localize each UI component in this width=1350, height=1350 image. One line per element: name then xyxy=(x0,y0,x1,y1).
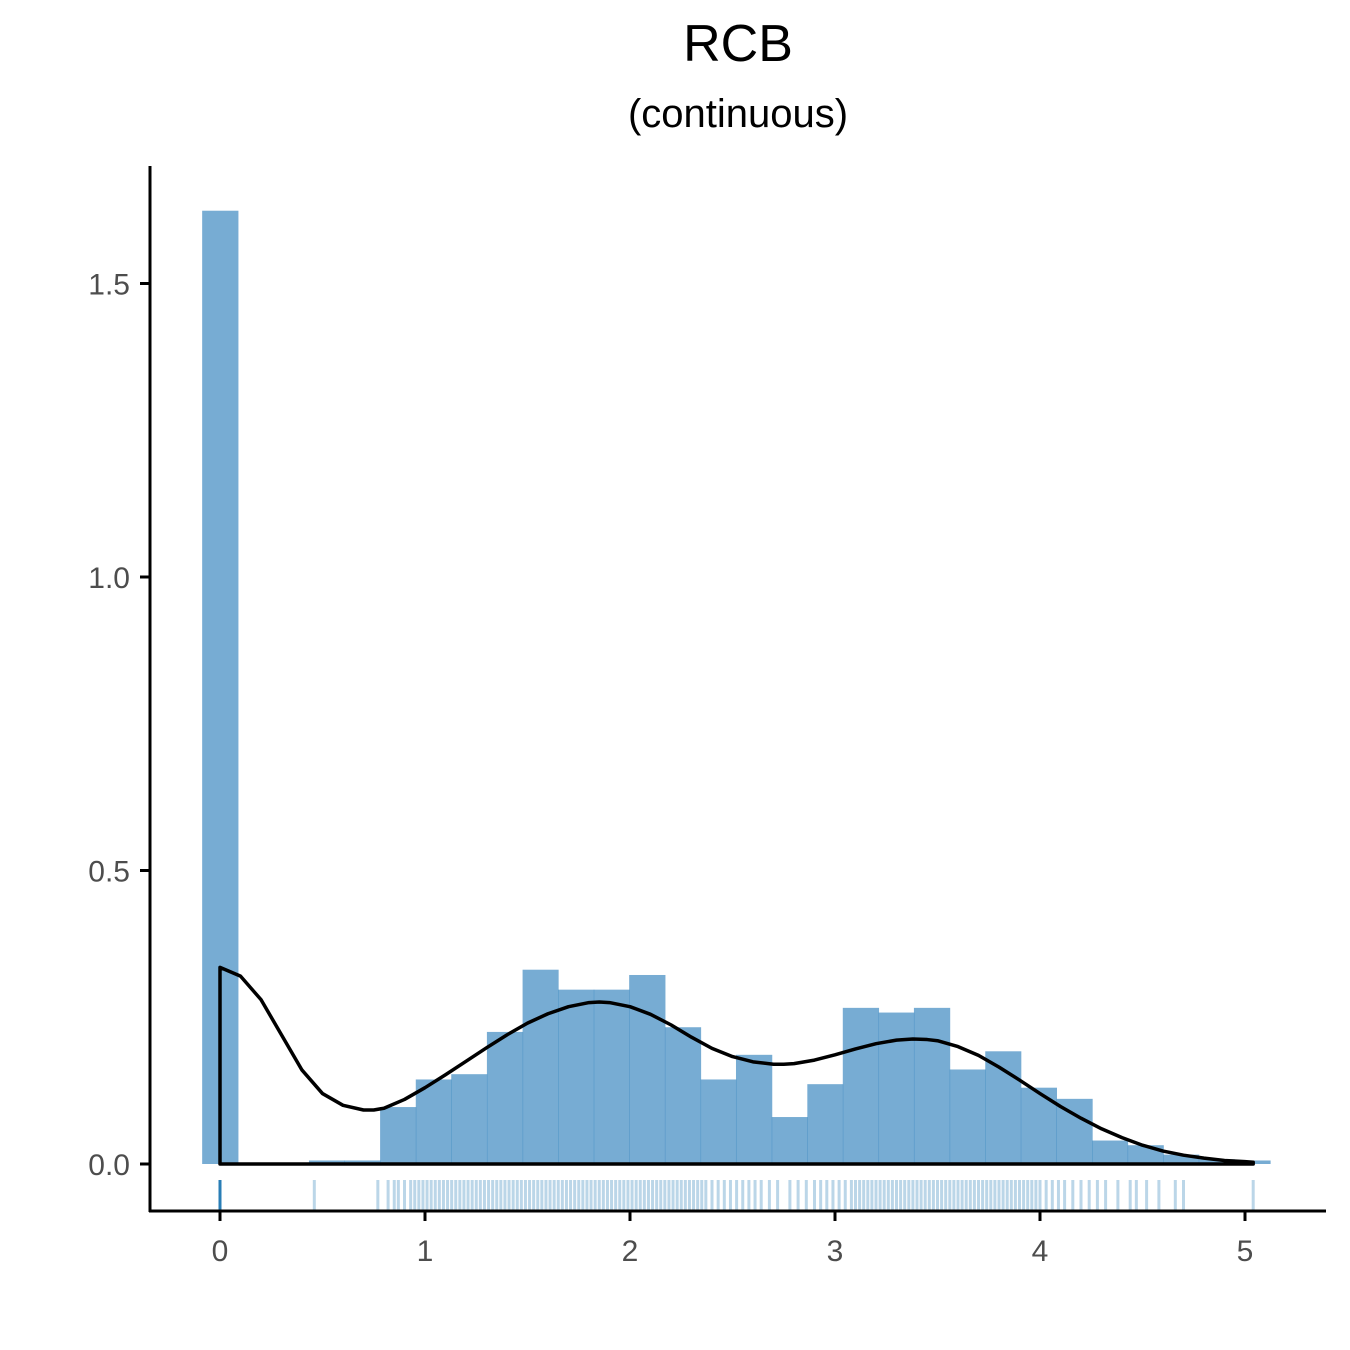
x-tick-label: 2 xyxy=(622,1235,639,1268)
chart-title: RCB xyxy=(683,15,793,73)
histogram-bar xyxy=(344,1160,381,1164)
histogram-bar xyxy=(735,1054,773,1164)
histogram-bar xyxy=(949,1069,986,1164)
histogram-bar xyxy=(415,1079,452,1164)
y-tick-label: 1.0 xyxy=(88,562,130,595)
x-tick-label: 0 xyxy=(212,1235,229,1268)
histogram-bar xyxy=(593,989,630,1164)
y-tick-label: 1.5 xyxy=(88,269,130,302)
histogram-bar xyxy=(771,1117,808,1164)
histogram-bar xyxy=(522,969,559,1164)
histogram-bar xyxy=(486,1031,524,1164)
histogram-bar xyxy=(878,1012,915,1164)
histogram-bar xyxy=(308,1160,346,1164)
histogram-bar xyxy=(451,1074,488,1164)
histogram-bar xyxy=(807,1084,844,1164)
histogram-bar xyxy=(842,1007,880,1164)
x-tick-label: 1 xyxy=(417,1235,434,1268)
rug-marks xyxy=(218,1180,1255,1212)
histogram-bar xyxy=(629,974,666,1164)
density-curve-group xyxy=(218,965,1255,1166)
axes: 0 1 2 3 4 5 0.0 0.5 1.0 1.5 xyxy=(88,166,1326,1268)
histogram-bar xyxy=(1092,1140,1129,1164)
density-curve xyxy=(218,965,1255,1166)
y-tick-label: 0.5 xyxy=(88,856,130,889)
histogram-bar xyxy=(1056,1098,1093,1164)
histogram-bar xyxy=(1198,1159,1235,1164)
histogram-bar xyxy=(558,989,595,1164)
y-tick-label: 0.0 xyxy=(88,1149,130,1182)
x-tick-label: 3 xyxy=(827,1235,844,1268)
histogram-bars xyxy=(202,210,1271,1164)
histogram-bar xyxy=(1163,1154,1200,1164)
histogram-bar xyxy=(913,1007,951,1164)
x-tick-label: 5 xyxy=(1237,1235,1254,1268)
x-tick-label: 4 xyxy=(1032,1235,1049,1268)
histogram-bar xyxy=(700,1079,737,1164)
histogram-bar xyxy=(380,1107,417,1164)
chart-subtitle: (continuous) xyxy=(627,92,849,136)
histogram-bar xyxy=(664,1027,702,1164)
